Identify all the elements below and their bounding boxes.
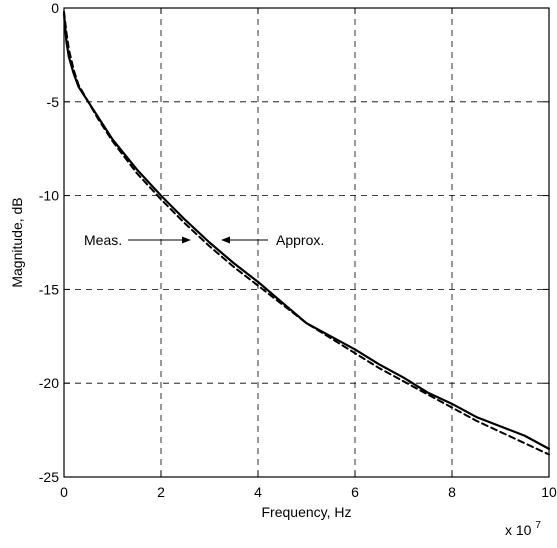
plot-frame: [63, 7, 550, 478]
grid-lines: [64, 8, 549, 477]
series-lines: [62, 10, 551, 456]
x-axis-label: Frequency, Hz: [262, 504, 352, 520]
y-tick-label: -10: [39, 188, 59, 204]
x-axis-multiplier-base: x 10: [505, 522, 532, 538]
y-axis-label: Magnitude, dB: [9, 197, 25, 287]
y-tick-label: -5: [47, 94, 60, 110]
x-tick-label: 2: [157, 484, 165, 500]
x-tick-label: 10: [541, 484, 557, 500]
x-tick-label: 0: [60, 484, 68, 500]
annotation-label-approx: Approx.: [276, 232, 324, 248]
y-tick-label: -15: [39, 281, 59, 297]
series-line-approx: [63, 10, 550, 456]
annotations: Meas. Approx.: [84, 232, 324, 248]
x-axis-multiplier-exponent: 7: [535, 520, 541, 531]
y-tick-label: -25: [39, 469, 59, 485]
x-tick-label: 6: [351, 484, 359, 500]
y-tick-label: -20: [39, 375, 59, 391]
axis-ticks: 0 2 4 6 8 10 0 -5 -10 -15 -20 -25: [39, 0, 557, 500]
annotation-label-meas: Meas.: [84, 232, 122, 248]
x-axis-multiplier: x 10 7: [505, 520, 541, 538]
x-tick-label: 4: [254, 484, 262, 500]
x-tick-label: 8: [448, 484, 456, 500]
y-tick-label: 0: [51, 0, 59, 16]
